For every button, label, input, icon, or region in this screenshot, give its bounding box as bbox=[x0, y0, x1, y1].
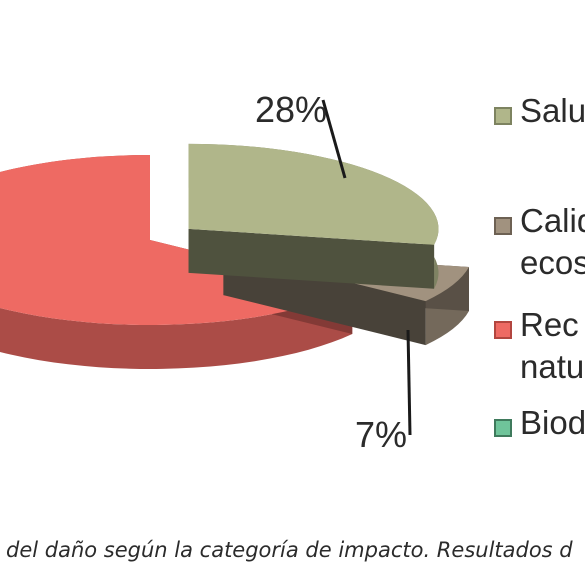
data-labels: 28% 7% bbox=[255, 89, 407, 455]
pie-slice bbox=[188, 143, 439, 289]
legend-item: Biod bbox=[494, 404, 585, 441]
legend-label: ecos bbox=[520, 244, 585, 281]
legend-swatch bbox=[494, 321, 512, 339]
legend: Salu Calid ecos Rec natu Biod bbox=[494, 92, 585, 441]
legend-item: Calid ecos bbox=[494, 202, 585, 281]
legend-label: Biod bbox=[520, 404, 585, 441]
legend-label: Calid bbox=[520, 202, 585, 239]
legend-swatch bbox=[494, 217, 512, 235]
legend-item: Salu bbox=[494, 92, 585, 129]
leader-line bbox=[406, 329, 412, 436]
legend-label: Salu bbox=[520, 92, 585, 129]
legend-swatch bbox=[494, 419, 512, 437]
figure-caption: del daño según la categoría de impacto. … bbox=[6, 538, 573, 562]
leader-line bbox=[321, 99, 347, 179]
pie-slices bbox=[0, 143, 469, 369]
legend-label: Rec bbox=[520, 306, 579, 343]
data-label: 7% bbox=[355, 414, 407, 455]
data-label: 28% bbox=[255, 89, 327, 130]
legend-swatch bbox=[494, 107, 512, 125]
legend-item: Rec natu bbox=[494, 306, 584, 385]
leader-lines bbox=[321, 99, 412, 436]
legend-label: natu bbox=[520, 348, 584, 385]
